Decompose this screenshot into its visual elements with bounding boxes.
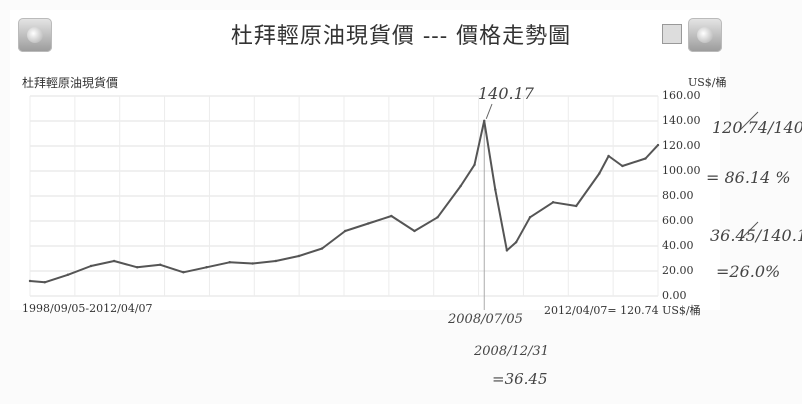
data-point (621, 164, 624, 168)
data-point (528, 216, 532, 219)
data-point (112, 259, 116, 263)
chart-subtitle: 杜拜輕原油現貨價 (22, 76, 119, 90)
y-tick-label: 100.00 (662, 164, 701, 177)
data-point (575, 204, 578, 208)
trough-date-annotation: 2008/12/31 (474, 344, 549, 359)
fraction-slash (739, 221, 759, 241)
data-point (182, 271, 185, 274)
data-point (483, 119, 486, 122)
peak-annotation: 140.17 (478, 84, 534, 103)
y-tick-label: 140.00 (662, 114, 701, 127)
data-point (43, 281, 46, 284)
data-point (205, 266, 208, 269)
data-point (644, 157, 647, 160)
right-orb-button[interactable] (688, 18, 722, 52)
result1-annotation: = 86.14 % (706, 168, 791, 187)
data-point (343, 229, 347, 233)
data-point (367, 222, 370, 225)
data-point (66, 273, 70, 276)
data-point (89, 264, 93, 268)
data-point (136, 266, 139, 269)
result2-annotation: =26.0% (716, 262, 781, 281)
data-point (598, 172, 601, 175)
y-tick-label: 80.00 (662, 189, 694, 202)
date-range: 1998/09/05-2012/04/07 (22, 302, 153, 315)
data-point (436, 216, 439, 219)
peak-arrow (485, 103, 493, 119)
export-icon[interactable] (662, 24, 682, 44)
latest-price: 2012/04/07= 120.74 US$/桶 (544, 304, 701, 317)
orb-icon (697, 27, 713, 43)
chart-panel (10, 10, 720, 310)
data-point (514, 241, 518, 244)
data-point (459, 184, 462, 188)
fraction-slash (737, 111, 759, 133)
y-tick-label: 60.00 (662, 214, 694, 227)
data-point (607, 154, 610, 158)
data-point (28, 279, 32, 283)
trough-value-annotation: =36.45 (492, 370, 548, 388)
data-point (228, 261, 231, 264)
y-tick-label: 120.00 (662, 139, 701, 152)
y-tick-label: 0.00 (662, 289, 687, 302)
data-point (505, 249, 509, 252)
data-point (159, 263, 162, 266)
y-tick-label: 160.00 (662, 89, 701, 102)
data-point (297, 254, 301, 258)
y-axis-unit: US$/桶 (688, 76, 727, 89)
data-point (494, 188, 497, 191)
data-point (274, 259, 278, 263)
data-point (320, 247, 324, 250)
data-point (656, 143, 660, 147)
y-tick-label: 40.00 (662, 239, 694, 252)
data-point (473, 163, 476, 166)
data-point (390, 214, 393, 218)
y-tick-label: 20.00 (662, 264, 694, 277)
left-orb-button[interactable] (18, 18, 52, 52)
data-point (413, 229, 416, 233)
peak-date-annotation: 2008/07/05 (448, 312, 523, 327)
calc1-annotation: 120.74/140.17 (712, 118, 802, 137)
data-point (251, 262, 254, 265)
data-point (551, 201, 555, 204)
chart-title: 杜拜輕原油現貨價 --- 價格走勢圖 (230, 24, 572, 49)
orb-icon (27, 27, 43, 43)
calc2-annotation: 36.45/140.17 (710, 226, 802, 245)
